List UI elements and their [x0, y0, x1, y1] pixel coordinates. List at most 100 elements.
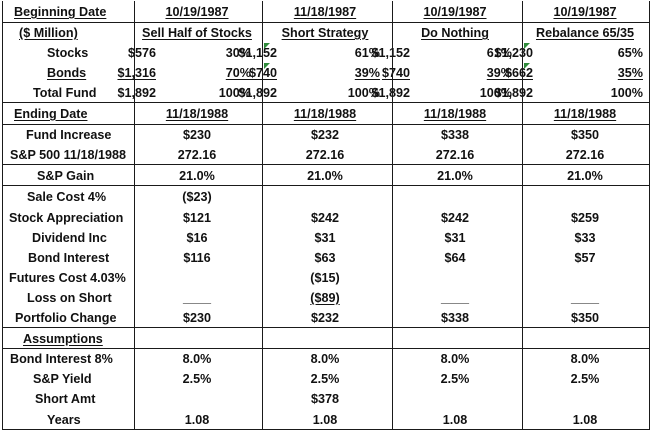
bonds-label: Bonds: [47, 66, 87, 80]
total-fund-label: Total Fund: [33, 86, 97, 100]
strategy-end-date: 11/18/1988: [423, 107, 487, 121]
bond-interest-rate-value: 8.0%: [440, 352, 470, 366]
sp-yield-value: 2.5%: [310, 372, 340, 386]
portfolio-change-value: $232: [310, 311, 340, 325]
strategy-start-date: 11/18/1987: [293, 5, 357, 19]
grid-column-line: [649, 1, 650, 430]
strategy-title: Short Strategy: [281, 26, 369, 40]
bond-interest-value: $116: [183, 251, 211, 265]
sp-gain-value: 21.0%: [307, 169, 343, 183]
bonds-amount: $740: [248, 66, 277, 80]
strategy-title: Do Nothing: [421, 26, 489, 40]
stock-appreciation-value: $121: [182, 211, 212, 225]
sale-cost-value: ($23): [182, 190, 212, 204]
strategy-start-date: 10/19/1987: [553, 5, 617, 19]
portfolio-change-value: $350: [570, 311, 600, 325]
loss-on-short-value: ____: [182, 291, 212, 305]
strategy-end-date: 11/18/1988: [293, 107, 357, 121]
futures-cost-label: Futures Cost 4.03%: [9, 271, 126, 285]
bonds-amount: $1,316: [117, 66, 156, 80]
grid-column-line: [392, 1, 393, 430]
years-value: 1.08: [312, 413, 338, 427]
sp-gain-value: 21.0%: [179, 169, 215, 183]
portfolio-change-value: $230: [182, 311, 212, 325]
total-fund-percent: 100%: [479, 86, 512, 100]
years-label: Years: [47, 413, 81, 427]
bonds-percent: 35%: [617, 66, 643, 80]
stock-appreciation-label: Stock Appreciation: [9, 211, 124, 225]
strategy-end-date: 11/18/1988: [165, 107, 229, 121]
strategy-title: Rebalance 65/35: [535, 26, 634, 40]
strategy-end-date: 11/18/1988: [553, 107, 617, 121]
fund-increase-value: $232: [310, 128, 340, 142]
total-fund-percent: 100%: [347, 86, 380, 100]
bonds-amount: $740: [381, 66, 410, 80]
sp500-value: 272.16: [435, 148, 475, 162]
sp500-value: 272.16: [565, 148, 605, 162]
grid-row-line: [2, 124, 650, 125]
total-fund-amount: $1,892: [117, 86, 156, 100]
sp-gain-label: S&P Gain: [37, 169, 95, 183]
dividend-inc-value: $16: [186, 231, 208, 245]
bond-interest-rate-value: 8.0%: [182, 352, 212, 366]
years-value: 1.08: [184, 413, 210, 427]
sp-gain-value: 21.0%: [437, 169, 473, 183]
total-fund-amount: $1,892: [238, 86, 277, 100]
comment-marker-icon: [524, 43, 530, 49]
loss-on-short-value: ($89): [310, 291, 340, 305]
futures-cost-value: ($15): [310, 271, 340, 285]
sp-yield-value: 2.5%: [440, 372, 470, 386]
sp-yield-value: 2.5%: [182, 372, 212, 386]
grid-column-line: [522, 1, 523, 430]
sp-gain-value: 21.0%: [567, 169, 603, 183]
sp500-value: 272.16: [305, 148, 345, 162]
stock-appreciation-value: $242: [440, 211, 470, 225]
stocks-amount: $1,152: [238, 46, 277, 60]
fund-increase-label: Fund Increase: [26, 128, 112, 142]
loss-on-short-value: ____: [570, 291, 600, 305]
million-label: ($ Million): [19, 26, 78, 40]
comment-marker-icon: [264, 63, 270, 69]
loss-on-short-value: ____: [440, 291, 470, 305]
total-fund-amount: $1,892: [494, 86, 533, 100]
stocks-label: Stocks: [47, 46, 89, 60]
assumptions-label: Assumptions: [23, 332, 103, 346]
fund-increase-value: $350: [570, 128, 600, 142]
stocks-amount: $1,152: [371, 46, 410, 60]
stocks-percent: 65%: [617, 46, 643, 60]
grid-row-line: [2, 22, 650, 23]
beginning-date-label: Beginning Date: [14, 5, 107, 19]
fund-increase-value: $230: [182, 128, 212, 142]
portfolio-change-value: $338: [440, 311, 470, 325]
bonds-percent: 39%: [486, 66, 512, 80]
sp-yield-value: 2.5%: [570, 372, 600, 386]
sp500-value: 272.16: [177, 148, 217, 162]
years-value: 1.08: [572, 413, 598, 427]
ending-date-label: Ending Date: [14, 107, 88, 121]
loss-on-short-label: Loss on Short: [27, 291, 112, 305]
stock-appreciation-value: $259: [570, 211, 600, 225]
stock-appreciation-value: $242: [310, 211, 340, 225]
stocks-percent: 30%: [225, 46, 251, 60]
dividend-inc-value: $31: [314, 231, 336, 245]
grid-row-line: [2, 185, 650, 186]
short-amt-value: $378: [310, 392, 340, 406]
short-amt-label: Short Amt: [35, 392, 96, 406]
total-fund-percent: 100%: [610, 86, 643, 100]
bond-interest-value: $63: [314, 251, 336, 265]
grid-row-line: [2, 102, 650, 103]
bond-interest-rate-value: 8.0%: [310, 352, 340, 366]
bond-interest-label: Bond Interest: [28, 251, 110, 265]
bonds-percent: 39%: [354, 66, 380, 80]
dividend-inc-label: Dividend Inc: [32, 231, 107, 245]
portfolio-change-label: Portfolio Change: [15, 311, 117, 325]
grid-column-line: [134, 1, 135, 430]
strategy-start-date: 10/19/1987: [423, 5, 487, 19]
bonds-amount: $662: [504, 66, 533, 80]
bond-interest-rate-value: 8.0%: [570, 352, 600, 366]
grid-column-line: [262, 1, 263, 430]
grid-row-line: [2, 164, 650, 165]
grid-row-line: [2, 327, 650, 328]
stocks-percent: 61%: [486, 46, 512, 60]
